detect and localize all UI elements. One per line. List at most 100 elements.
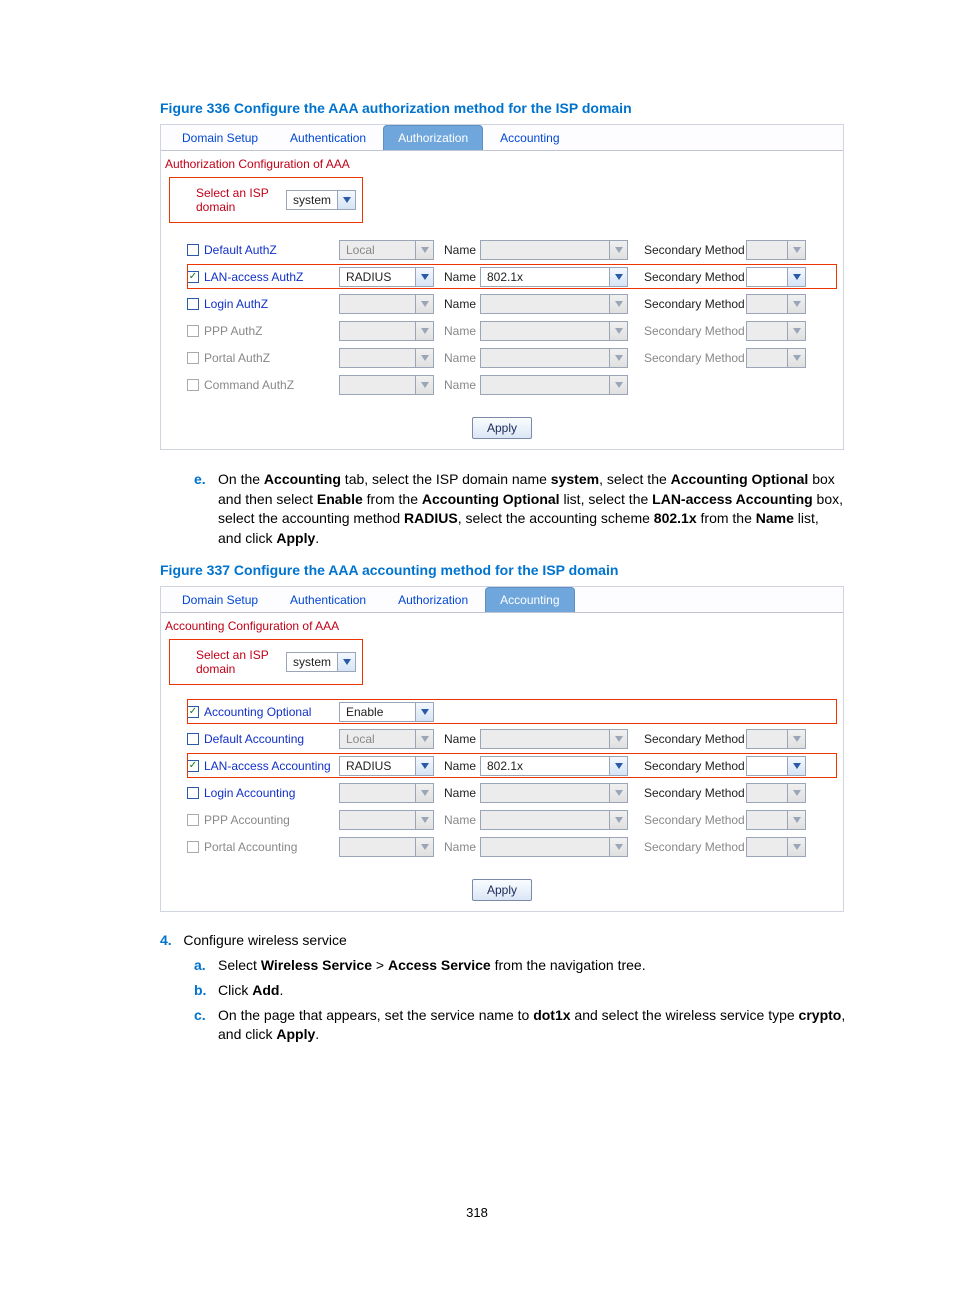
- secondary-method-select: [746, 783, 806, 803]
- method-select: [339, 375, 434, 395]
- method-select: [339, 348, 434, 368]
- figure-336-title: Figure 336 Configure the AAA authorizati…: [160, 100, 864, 116]
- tab-accounting[interactable]: Accounting: [485, 125, 574, 150]
- domain-label-337: Select an ISP domain: [196, 648, 286, 676]
- tab-authorization[interactable]: Authorization: [383, 125, 483, 150]
- name-label: Name: [434, 324, 480, 338]
- checkbox-login-authz[interactable]: [187, 298, 199, 310]
- secondary-method-select-value: [747, 784, 787, 802]
- name-select-value: [481, 241, 609, 259]
- method-select[interactable]: RADIUS: [339, 267, 434, 287]
- substep-letter: b.: [194, 981, 218, 1001]
- row-label: Login AuthZ: [204, 297, 268, 311]
- figure-337-title: Figure 337 Configure the AAA accounting …: [160, 562, 864, 578]
- config-row: ✓LAN-access AccountingRADIUSName802.1xSe…: [187, 753, 837, 778]
- name-label: Name: [434, 786, 480, 800]
- config-row: Default AccountingLocalNameSecondary Met…: [187, 726, 837, 751]
- name-select[interactable]: 802.1x: [480, 267, 628, 287]
- chevron-down-icon: [609, 268, 627, 286]
- chevron-down-icon: [415, 322, 433, 340]
- name-label: Name: [434, 270, 480, 284]
- method-select: Local: [339, 240, 434, 260]
- secondary-method-select: [746, 810, 806, 830]
- substep-text: On the page that appears, set the servic…: [218, 1006, 864, 1045]
- config-row: ✓LAN-access AuthZRADIUSName802.1xSeconda…: [187, 264, 837, 289]
- page-number: 318: [90, 1205, 864, 1220]
- chevron-down-icon: [787, 295, 805, 313]
- authz-section-label: Authorization Configuration of AAA: [161, 151, 843, 175]
- name-select: [480, 321, 628, 341]
- chevron-down-icon: [609, 295, 627, 313]
- method-select[interactable]: Enable: [339, 702, 434, 722]
- apply-button-337[interactable]: Apply: [472, 879, 532, 901]
- checkbox-default-authz[interactable]: [187, 244, 199, 256]
- name-select[interactable]: 802.1x: [480, 756, 628, 776]
- secondary-method-label: Secondary Method: [628, 270, 746, 284]
- method-select-value: [340, 376, 415, 394]
- secondary-method-select: [746, 294, 806, 314]
- chevron-down-icon: [787, 730, 805, 748]
- chevron-down-icon: [415, 295, 433, 313]
- method-select-value: RADIUS: [340, 268, 415, 286]
- apply-button-336[interactable]: Apply: [472, 417, 532, 439]
- config-row: Login AuthZNameSecondary Method: [187, 291, 837, 316]
- secondary-method-select: [746, 240, 806, 260]
- config-row: PPP AuthZNameSecondary Method: [187, 318, 837, 343]
- secondary-method-select[interactable]: [746, 267, 806, 287]
- secondary-method-select: [746, 837, 806, 857]
- name-label: Name: [434, 378, 480, 392]
- checkbox-lan-access-accounting[interactable]: ✓: [187, 760, 199, 772]
- name-select-value: [481, 376, 609, 394]
- row-label: Portal AuthZ: [204, 351, 270, 365]
- checkbox-default-accounting[interactable]: [187, 733, 199, 745]
- tab-authorization[interactable]: Authorization: [383, 587, 483, 612]
- tab-authentication[interactable]: Authentication: [275, 125, 381, 150]
- chevron-down-icon: [787, 757, 805, 775]
- domain-select-337[interactable]: system: [286, 652, 356, 672]
- tab-domain-setup[interactable]: Domain Setup: [167, 125, 273, 150]
- chevron-down-icon: [415, 349, 433, 367]
- method-select-value: Local: [340, 730, 415, 748]
- name-select: [480, 837, 628, 857]
- tab-accounting[interactable]: Accounting: [485, 587, 574, 612]
- secondary-method-select-value: [747, 268, 787, 286]
- secondary-method-select: [746, 348, 806, 368]
- checkbox-portal-accounting: [187, 841, 199, 853]
- name-select: [480, 783, 628, 803]
- substep-letter: c.: [194, 1006, 218, 1045]
- secondary-method-select[interactable]: [746, 756, 806, 776]
- row-label: Login Accounting: [204, 786, 295, 800]
- chevron-down-icon: [415, 376, 433, 394]
- substep: c.On the page that appears, set the serv…: [194, 1006, 864, 1045]
- checkbox-accounting-optional[interactable]: ✓: [187, 706, 199, 718]
- chevron-down-icon: [609, 838, 627, 856]
- method-select: Local: [339, 729, 434, 749]
- tab-authentication[interactable]: Authentication: [275, 587, 381, 612]
- chevron-down-icon: [415, 730, 433, 748]
- method-select[interactable]: RADIUS: [339, 756, 434, 776]
- tab-domain-setup[interactable]: Domain Setup: [167, 587, 273, 612]
- method-select: [339, 810, 434, 830]
- config-row: PPP AccountingNameSecondary Method: [187, 807, 837, 832]
- name-select: [480, 294, 628, 314]
- chevron-down-icon: [609, 349, 627, 367]
- method-select: [339, 321, 434, 341]
- name-label: Name: [434, 840, 480, 854]
- substep-text: Select Wireless Service > Access Service…: [218, 956, 864, 976]
- name-label: Name: [434, 813, 480, 827]
- step-4-text: Configure wireless service: [183, 932, 346, 948]
- row-label: PPP AuthZ: [204, 324, 262, 338]
- config-row: Command AuthZ Name: [187, 372, 837, 397]
- checkbox-ppp-authz: [187, 325, 199, 337]
- chevron-down-icon: [609, 376, 627, 394]
- chevron-down-icon: [337, 653, 355, 671]
- checkbox-login-accounting[interactable]: [187, 787, 199, 799]
- name-label: Name: [434, 243, 480, 257]
- chevron-down-icon: [609, 757, 627, 775]
- name-select-value: 802.1x: [481, 757, 609, 775]
- name-select: [480, 348, 628, 368]
- method-select-value: Enable: [340, 703, 415, 721]
- checkbox-lan-access-authz[interactable]: ✓: [187, 271, 199, 283]
- row-label: Command AuthZ: [204, 378, 294, 392]
- domain-select-336[interactable]: system: [286, 190, 356, 210]
